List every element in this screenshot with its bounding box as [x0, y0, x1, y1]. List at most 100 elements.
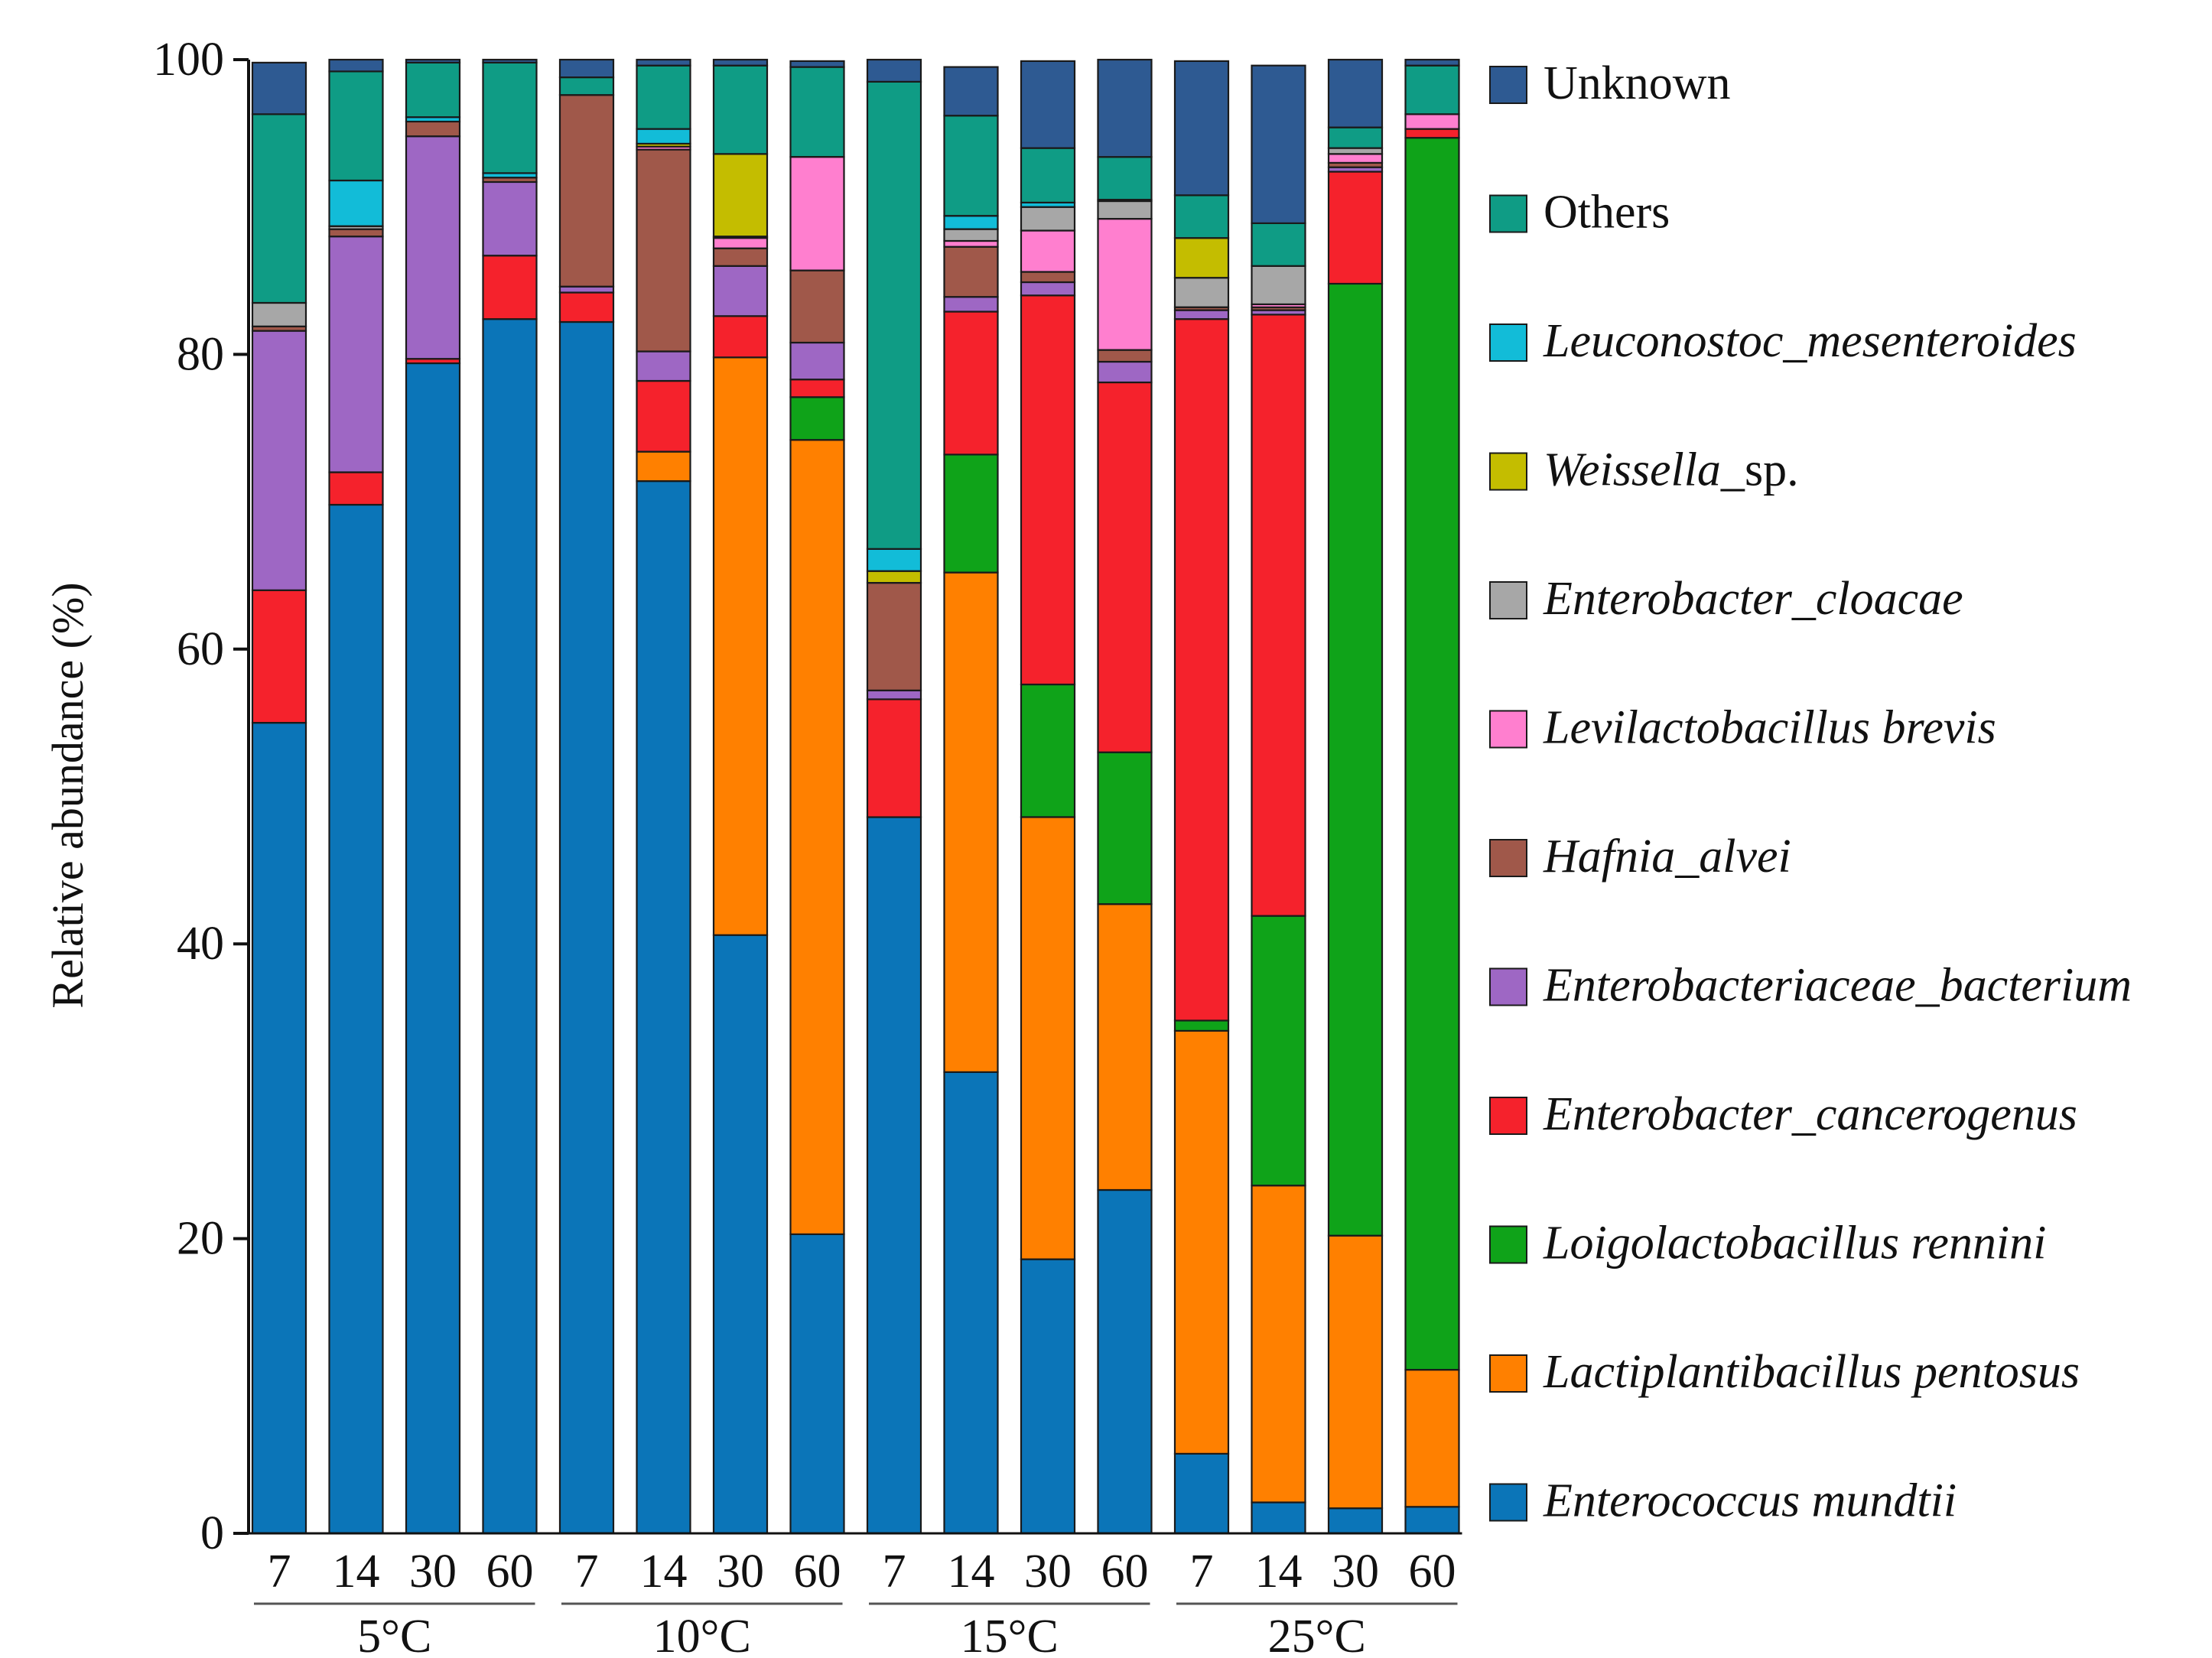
bar-segment [636, 450, 691, 483]
bar-segment [636, 128, 691, 145]
legend: Unknown Others Leuconostoc_mesenteroides We… [1489, 57, 2132, 1527]
bar-segment [1173, 194, 1230, 239]
legend-label: Enterococcus mundtii [1543, 1475, 1957, 1527]
bar-segment [328, 70, 384, 182]
legend-label: Enterobacter_cloacae [1543, 573, 1963, 625]
x-tick-label: 30 [409, 1546, 457, 1598]
bar-segment [1251, 314, 1306, 917]
legend-swatch [1489, 66, 1527, 104]
bar-segment [943, 310, 999, 456]
bar-segment [1097, 751, 1153, 905]
bar-segment [1327, 282, 1384, 1237]
bar-segment [1404, 64, 1460, 115]
x-tick-label: 60 [486, 1546, 534, 1598]
bar-segment [558, 94, 615, 288]
bar-segment [1173, 237, 1230, 279]
legend-swatch [1489, 1097, 1527, 1135]
bar-segment [943, 66, 999, 117]
x-tick-label: 7 [883, 1546, 906, 1598]
x-tick-label: 30 [717, 1546, 764, 1598]
bar-segment [1173, 1452, 1230, 1535]
x-tick-label: 7 [268, 1546, 291, 1598]
bar-segment [866, 816, 922, 1535]
y-tick-label: 0 [200, 1507, 224, 1559]
legend-label: Loigolactobacillus rennini [1543, 1217, 2046, 1270]
bar-segment [1251, 222, 1306, 267]
x-tick-label: 14 [948, 1546, 995, 1598]
x-tick-label: 30 [1332, 1546, 1379, 1598]
legend-swatch [1489, 194, 1527, 233]
bar-segment [1251, 1501, 1306, 1535]
legend-swatch [1489, 1483, 1527, 1522]
bar-segment [1173, 1019, 1230, 1032]
bar-segment [789, 60, 845, 68]
bar-segment [1404, 128, 1460, 139]
bar-segment [789, 341, 845, 381]
legend-label: Leuconostoc_mesenteroides [1543, 315, 2077, 367]
legend-label: Others [1544, 187, 1670, 239]
legend-swatch [1489, 1354, 1527, 1393]
bar-segment [712, 356, 769, 936]
bar-segment [1097, 349, 1153, 363]
axes-layer: 0 20 40 60 80 100 [153, 34, 1462, 1559]
y-tick-label: 80 [177, 328, 224, 380]
bar-segment [1097, 156, 1153, 201]
bar-segment [251, 589, 307, 724]
bar-segment [866, 689, 922, 701]
bar-segment [405, 135, 461, 360]
x-tick-labels: 7 14 30 60 7 14 30 60 7 14 30 60 7 14 30 60 [268, 1546, 1456, 1598]
bar-segment [328, 228, 384, 238]
legend-swatch [1489, 452, 1527, 491]
bar-segment [1173, 309, 1230, 320]
bar-segment [1327, 1234, 1384, 1510]
bar-segment [1020, 281, 1076, 297]
legend-swatch [1489, 323, 1527, 362]
bar-segment [943, 454, 999, 574]
legend-label: Enterobacteriaceae_bacterium [1543, 960, 2132, 1012]
bar-segment [1173, 277, 1230, 308]
bar-segment [636, 64, 691, 130]
x-tick-label: 30 [1024, 1546, 1072, 1598]
x-tick-label: 60 [1409, 1546, 1456, 1598]
bar-segment [328, 471, 384, 506]
bar-segment [558, 58, 615, 79]
bar-segment [558, 291, 615, 323]
bar-segment [789, 1233, 845, 1535]
bar-segment [251, 301, 307, 327]
legend-label: Enterobacter_cancerogenus [1543, 1088, 2077, 1140]
bar-segment [328, 179, 384, 227]
bar-segment [1020, 816, 1076, 1260]
bar-segment [943, 115, 999, 217]
bar-segment [712, 315, 769, 359]
bar-segment [1020, 683, 1076, 818]
bar-segment [636, 350, 691, 382]
bar-segment [328, 236, 384, 473]
legend-swatch [1489, 839, 1527, 877]
bar-segment [328, 503, 384, 1535]
bar-segment [1327, 171, 1384, 285]
bar-segment [1020, 147, 1076, 204]
bar-segment [712, 247, 769, 267]
bar-segment [943, 228, 999, 242]
bar-segment [558, 320, 615, 1535]
bar-segment [405, 61, 461, 119]
bar-segment [1097, 360, 1153, 384]
bar-segment [405, 120, 461, 138]
group-label: 25°C [1268, 1611, 1366, 1658]
bar-segment [1327, 147, 1384, 155]
bar-segment [405, 362, 461, 1535]
bar-segment [636, 148, 691, 353]
bar-segment [1020, 294, 1076, 686]
bar-segment [1251, 1185, 1306, 1504]
legend-label: Levilactobacillus brevis [1543, 702, 1996, 754]
bar-segment [866, 570, 922, 584]
bar-segment [1173, 60, 1230, 197]
bar-segment [789, 379, 845, 398]
bar-segment [1020, 1258, 1076, 1535]
bar-segment [1404, 1368, 1460, 1508]
x-tick-label: 14 [640, 1546, 688, 1598]
bar-segment [1251, 265, 1306, 305]
group-label: 10°C [653, 1611, 751, 1658]
bar-segment [1097, 903, 1153, 1191]
legend-swatch [1489, 967, 1527, 1006]
